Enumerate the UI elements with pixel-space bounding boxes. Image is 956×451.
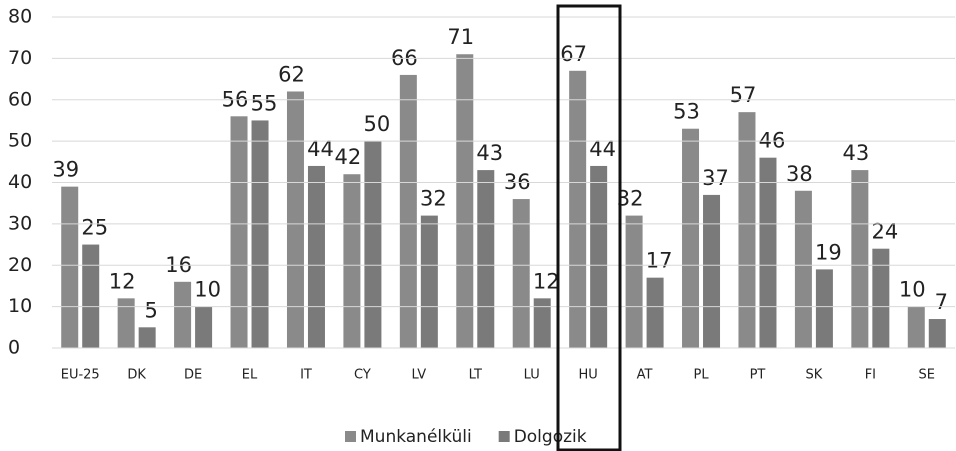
data-label: 43 xyxy=(842,141,869,165)
x-tick-label: DK xyxy=(127,368,146,383)
bar xyxy=(251,120,269,348)
data-label: 19 xyxy=(815,240,842,264)
bar xyxy=(364,141,382,348)
data-label: 50 xyxy=(364,112,391,136)
y-tick-label: 60 xyxy=(8,88,32,110)
y-tick-label: 20 xyxy=(8,254,32,276)
legend-swatch xyxy=(345,431,356,442)
data-label: 12 xyxy=(109,269,136,293)
bar xyxy=(569,70,587,348)
bar xyxy=(195,306,213,348)
x-tick-label: CY xyxy=(354,368,371,383)
x-tick-label: LT xyxy=(469,368,482,383)
bar xyxy=(590,165,608,348)
bar xyxy=(703,194,721,348)
bar xyxy=(625,215,643,348)
bar xyxy=(759,157,777,348)
data-label: 7 xyxy=(935,290,948,314)
bar xyxy=(851,170,869,348)
bar xyxy=(477,170,495,348)
x-tick-label: HU xyxy=(579,368,598,383)
highlight-box xyxy=(556,4,622,451)
x-tick-label: PT xyxy=(750,368,766,383)
bar xyxy=(174,281,192,348)
data-label: 42 xyxy=(335,145,362,169)
y-tick-label: 10 xyxy=(8,295,32,317)
y-tick-label: 40 xyxy=(8,171,32,193)
x-tick-label: IT xyxy=(300,368,312,383)
bar xyxy=(646,277,664,348)
bar xyxy=(738,112,756,348)
y-tick-label: 0 xyxy=(8,337,20,359)
data-label: 44 xyxy=(589,137,616,161)
data-label: 37 xyxy=(702,166,729,190)
data-label: 17 xyxy=(646,249,673,273)
data-label: 12 xyxy=(533,269,560,293)
x-tick-label: SE xyxy=(919,368,935,383)
legend-label: Munkanélküli xyxy=(360,427,472,447)
bar xyxy=(533,298,551,348)
x-tick-label: SK xyxy=(806,368,823,383)
x-tick-label: PL xyxy=(693,368,709,383)
data-label: 32 xyxy=(420,187,447,211)
bar xyxy=(420,215,438,348)
bar xyxy=(343,174,361,348)
bar xyxy=(138,327,156,348)
y-tick-label: 50 xyxy=(8,130,32,152)
x-tick-label: LV xyxy=(411,368,426,383)
bar xyxy=(61,186,79,348)
bar xyxy=(399,74,417,349)
data-label: 67 xyxy=(560,42,587,66)
x-tick-label: DE xyxy=(184,368,202,383)
data-label: 10 xyxy=(899,278,926,302)
data-label: 24 xyxy=(871,220,898,244)
data-label: 38 xyxy=(786,162,813,186)
y-tick-label: 70 xyxy=(8,47,32,69)
bar xyxy=(456,54,474,349)
y-tick-label: 80 xyxy=(8,6,32,28)
x-tick-label: FI xyxy=(865,368,876,383)
data-label: 62 xyxy=(278,62,305,86)
data-label: 44 xyxy=(307,137,334,161)
x-tick-label: LU xyxy=(524,368,540,383)
bar xyxy=(794,190,812,348)
y-tick-label: 30 xyxy=(8,212,32,234)
legend-label: Dolgozik xyxy=(514,427,587,447)
bar xyxy=(230,116,248,348)
bar xyxy=(117,298,135,348)
data-label: 39 xyxy=(52,158,79,182)
data-label: 71 xyxy=(447,25,474,49)
bar xyxy=(815,269,833,348)
data-label: 55 xyxy=(251,91,278,115)
data-label: 5 xyxy=(144,298,157,322)
bar xyxy=(928,319,946,348)
x-tick-label: AT xyxy=(637,368,653,383)
bar xyxy=(307,165,325,348)
bar xyxy=(907,306,925,348)
data-label: 53 xyxy=(673,100,700,124)
bar xyxy=(872,248,890,348)
bar xyxy=(512,199,530,348)
data-label: 57 xyxy=(730,83,757,107)
bar xyxy=(82,244,100,348)
bar xyxy=(286,91,304,348)
x-tick-label: EU-25 xyxy=(61,368,100,383)
data-label: 10 xyxy=(194,278,221,302)
legend-swatch xyxy=(498,431,510,442)
data-label: 25 xyxy=(81,216,108,240)
data-label: 43 xyxy=(476,141,503,165)
x-tick-label: EL xyxy=(242,368,258,383)
bar xyxy=(682,128,700,348)
